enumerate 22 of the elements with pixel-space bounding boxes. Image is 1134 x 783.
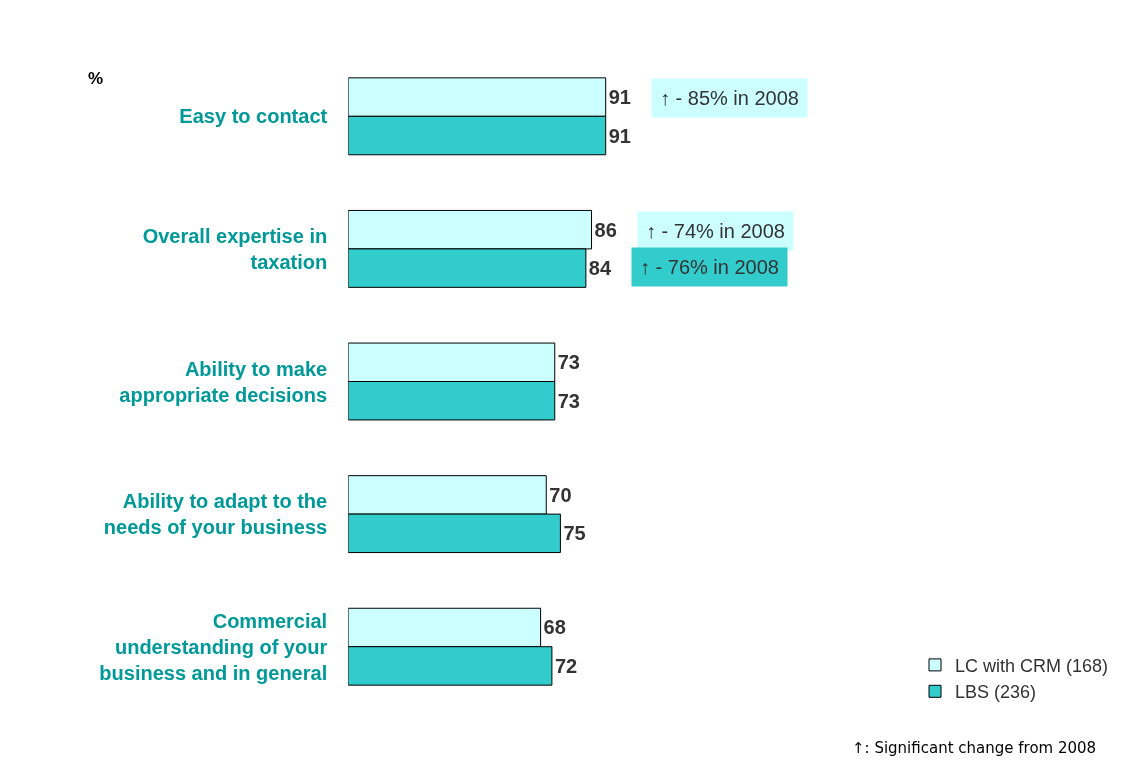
data-label: 73	[557, 351, 580, 374]
data-label: 91	[608, 124, 631, 147]
data-label: 68	[543, 616, 566, 639]
data-label: 73	[557, 389, 580, 412]
y-tick-label: Overall expertise in taxation	[142, 224, 328, 273]
y-tick-label: Ability to make appropriate decisions	[119, 357, 328, 406]
data-label: 75	[563, 522, 586, 545]
legend-label: LC with CRM (168)	[955, 655, 1109, 676]
data-label: 86	[594, 218, 617, 241]
y-tick-label: Commercial understanding of your business and in general	[99, 609, 328, 684]
data-label: 91	[608, 86, 631, 109]
y-tick-label: Ability to adapt to the needs of your business	[103, 490, 328, 539]
annotation: ↑ - 76% in 2008	[640, 256, 779, 278]
data-label: 84	[588, 257, 612, 280]
text: %	[88, 69, 104, 88]
y-tick-label: Easy to contact	[179, 105, 328, 128]
data-label: 72	[554, 654, 578, 677]
legend-label: LBS (236)	[955, 682, 1037, 703]
text: ↑: Significant change from 2008	[852, 739, 1097, 757]
annotation: ↑ - 85% in 2008	[660, 87, 799, 109]
data-label: 70	[549, 483, 572, 506]
annotation: ↑ - 74% in 2008	[646, 220, 785, 242]
